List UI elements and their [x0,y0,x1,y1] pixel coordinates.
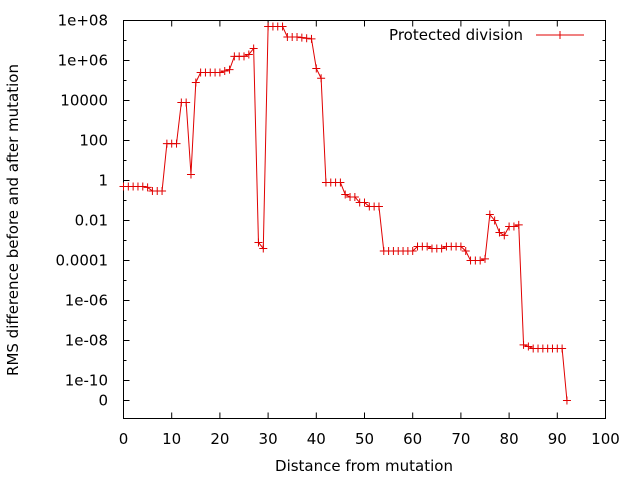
x-tick-label: 100 [591,430,620,448]
plus-marker-icon [341,190,350,199]
series-line [123,26,568,401]
plus-marker-icon [240,52,248,61]
plus-marker-icon [191,78,200,87]
plus-marker-icon [524,342,533,351]
plus-marker-icon [182,98,191,107]
plus-marker-icon [562,396,571,405]
plot-frame [123,20,606,419]
plus-marker-icon [225,65,234,74]
plus-marker-icon [297,33,306,42]
x-tick-label: 20 [210,430,229,448]
x-tick-label: 80 [500,430,519,448]
plus-marker-icon [138,182,147,191]
plus-marker-icon [509,222,518,231]
plus-marker-icon [244,50,253,59]
plus-marker-icon [476,256,485,265]
x-axis-title: Distance from mutation [275,457,453,475]
plus-marker-icon [293,32,302,41]
y-axis-ticks: 1e+08 1e+06 10000 100 1 0.01 0.0001 1e-06 1e-08 1… [56,12,606,410]
y-tick-label: 0 [98,392,108,410]
x-tick-label: 0 [119,430,129,448]
y-tick-label: 0.01 [75,212,108,230]
plus-marker-icon [456,242,465,251]
plus-marker-icon [278,22,287,31]
legend-label: Protected division [389,26,523,44]
y-tick-label: 1e-08 [65,332,108,350]
y-tick-label: 1e+06 [58,52,108,70]
x-axis-ticks: 0 10 20 30 40 50 60 70 80 90 100 [119,20,620,448]
y-axis-title: RMS difference before and after mutation [4,64,22,376]
plus-marker-icon [481,254,489,263]
legend: Protected division [389,26,584,44]
plus-marker-icon [514,220,523,229]
x-tick-label: 40 [307,430,326,448]
y-tick-label: 0.0001 [56,252,109,270]
plus-marker-icon [336,178,345,187]
plus-marker-icon [519,340,528,349]
plus-marker-icon [350,192,359,201]
x-tick-label: 90 [548,430,567,448]
y-tick-label: 10000 [60,92,108,110]
plus-marker-icon [254,238,263,247]
y-tick-label: 1e-06 [65,292,108,310]
y-tick-label: 100 [79,132,108,150]
legend-marker-icon [556,31,564,39]
plus-marker-icon [307,34,316,43]
x-tick-label: 50 [355,430,374,448]
plus-marker-icon [490,216,499,225]
plus-marker-icon [317,74,326,83]
x-tick-label: 60 [403,430,422,448]
plus-marker-icon [186,170,195,179]
plus-marker-icon [495,228,504,237]
plus-marker-icon [302,34,311,43]
plus-marker-icon [437,244,446,253]
plus-marker-icon [172,139,181,148]
plus-marker-icon [158,186,167,195]
plus-marker-icon [423,242,432,251]
plus-marker-icon [220,66,229,75]
data-series [119,22,571,405]
y-tick-label: 1 [98,172,108,190]
plus-marker-icon [408,246,417,255]
plus-marker-icon [558,344,567,353]
plus-marker-icon [485,210,494,219]
plus-marker-icon [215,68,224,77]
plus-marker-icon [500,231,509,240]
x-tick-label: 30 [259,430,278,448]
y-tick-label: 1e+08 [58,12,108,30]
plus-marker-icon [259,244,268,253]
plus-marker-icon [360,198,369,207]
x-tick-label: 70 [451,430,470,448]
y-tick-label: 1e-10 [65,372,108,390]
plus-marker-icon [143,183,152,192]
plus-marker-icon [312,64,321,73]
plus-marker-icon [249,44,258,53]
plus-marker-icon [461,246,470,255]
plus-marker-icon [374,202,383,211]
x-tick-label: 10 [162,430,181,448]
